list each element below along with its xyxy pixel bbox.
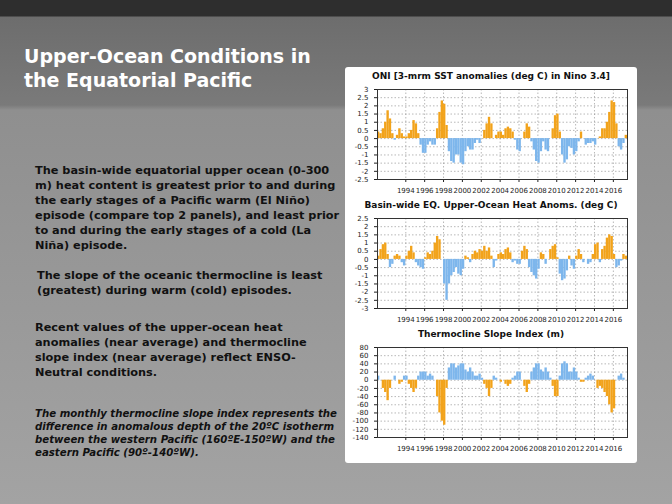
svg-text:-1: -1 xyxy=(362,272,369,280)
svg-text:2016: 2016 xyxy=(604,445,622,453)
svg-text:2004: 2004 xyxy=(491,187,509,195)
svg-text:1: 1 xyxy=(364,239,368,247)
svg-text:2016: 2016 xyxy=(604,187,622,195)
svg-text:2012: 2012 xyxy=(567,187,585,195)
svg-text:-60: -60 xyxy=(357,401,368,409)
svg-text:-40: -40 xyxy=(357,393,368,401)
svg-text:2010: 2010 xyxy=(548,316,566,324)
svg-text:0.5: 0.5 xyxy=(357,247,368,255)
svg-text:0: 0 xyxy=(364,135,368,143)
svg-text:2010: 2010 xyxy=(548,445,566,453)
svg-text:-80: -80 xyxy=(357,409,368,417)
svg-text:-100: -100 xyxy=(353,417,369,425)
svg-text:1994: 1994 xyxy=(397,445,415,453)
svg-text:2: 2 xyxy=(364,223,368,231)
html-text:Basin-wide EQ. Upper-Ocean Hea: Basin-wide EQ. Upper-Ocean Heat Anoms. (… xyxy=(364,200,618,210)
svg-text:2004: 2004 xyxy=(491,316,509,324)
svg-text:2010: 2010 xyxy=(548,187,566,195)
svg-text:-0.5: -0.5 xyxy=(355,143,369,151)
svg-text:1994: 1994 xyxy=(397,316,415,324)
html-text:Upper-Ocean Conditions in the: Upper-Ocean Conditions in the Equatorial… xyxy=(24,45,311,91)
html-text:Thermocline Slope Index (m): Thermocline Slope Index (m) xyxy=(418,329,564,339)
svg-text:2008: 2008 xyxy=(529,316,547,324)
svg-text:2014: 2014 xyxy=(586,187,604,195)
svg-text:2.5: 2.5 xyxy=(357,94,368,102)
svg-text:-0.5: -0.5 xyxy=(355,264,369,272)
svg-text:0.5: 0.5 xyxy=(357,127,368,135)
svg-text:2002: 2002 xyxy=(472,316,490,324)
svg-text:-20: -20 xyxy=(357,385,368,393)
svg-text:1996: 1996 xyxy=(416,316,434,324)
svg-text:2014: 2014 xyxy=(586,445,604,453)
svg-text:-1.5: -1.5 xyxy=(355,159,369,167)
svg-text:2: 2 xyxy=(364,102,368,110)
svg-text:2004: 2004 xyxy=(491,445,509,453)
html-text:ONI [3-mrm SST anomalies (deg: ONI [3-mrm SST anomalies (deg C) in Nino… xyxy=(372,71,610,81)
svg-text:1: 1 xyxy=(364,118,368,126)
svg-text:2012: 2012 xyxy=(567,445,585,453)
svg-text:2008: 2008 xyxy=(529,445,547,453)
svg-text:0: 0 xyxy=(364,256,368,264)
svg-text:1998: 1998 xyxy=(435,187,453,195)
svg-text:0: 0 xyxy=(364,376,368,384)
svg-text:1994: 1994 xyxy=(397,187,415,195)
html-text:The slope of the oceanic therm: The slope of the oceanic thermocline is … xyxy=(37,269,323,297)
svg-text:2008: 2008 xyxy=(529,187,547,195)
svg-text:-120: -120 xyxy=(353,426,369,434)
svg-text:1996: 1996 xyxy=(416,445,434,453)
svg-text:2.5: 2.5 xyxy=(357,215,368,223)
svg-text:1998: 1998 xyxy=(435,316,453,324)
svg-text:1998: 1998 xyxy=(435,445,453,453)
svg-text:-2.5: -2.5 xyxy=(355,176,369,184)
svg-text:1.5: 1.5 xyxy=(357,110,368,118)
svg-text:1.5: 1.5 xyxy=(357,231,368,239)
svg-text:-140: -140 xyxy=(353,434,369,442)
html-text:The basin-wide equatorial uppe: The basin-wide equatorial upper ocean (0… xyxy=(35,164,340,252)
svg-text:20: 20 xyxy=(360,368,369,376)
svg-text:40: 40 xyxy=(360,360,369,368)
html-text:The monthly thermocline slope: The monthly thermocline slope index repr… xyxy=(35,408,337,458)
svg-text:2006: 2006 xyxy=(510,445,528,453)
svg-text:2000: 2000 xyxy=(453,187,471,195)
svg-text:-3: -3 xyxy=(362,305,369,313)
svg-text:-1: -1 xyxy=(362,151,369,159)
svg-text:-2: -2 xyxy=(362,288,369,296)
svg-text:60: 60 xyxy=(360,352,369,360)
svg-text:2016: 2016 xyxy=(604,316,622,324)
svg-text:2006: 2006 xyxy=(510,316,528,324)
svg-text:-1.5: -1.5 xyxy=(355,280,369,288)
svg-text:-2.5: -2.5 xyxy=(355,297,369,305)
svg-text:80: 80 xyxy=(360,344,369,352)
svg-text:2000: 2000 xyxy=(453,316,471,324)
svg-text:2012: 2012 xyxy=(567,316,585,324)
svg-text:-2: -2 xyxy=(362,168,369,176)
html-text:Recent values of the upper-oce: Recent values of the upper-ocean heat an… xyxy=(35,321,307,379)
svg-text:2002: 2002 xyxy=(472,445,490,453)
svg-text:3: 3 xyxy=(364,86,368,94)
svg-text:1996: 1996 xyxy=(416,187,434,195)
svg-text:2000: 2000 xyxy=(453,445,471,453)
svg-text:2006: 2006 xyxy=(510,187,528,195)
svg-text:2014: 2014 xyxy=(586,316,604,324)
svg-text:2002: 2002 xyxy=(472,187,490,195)
